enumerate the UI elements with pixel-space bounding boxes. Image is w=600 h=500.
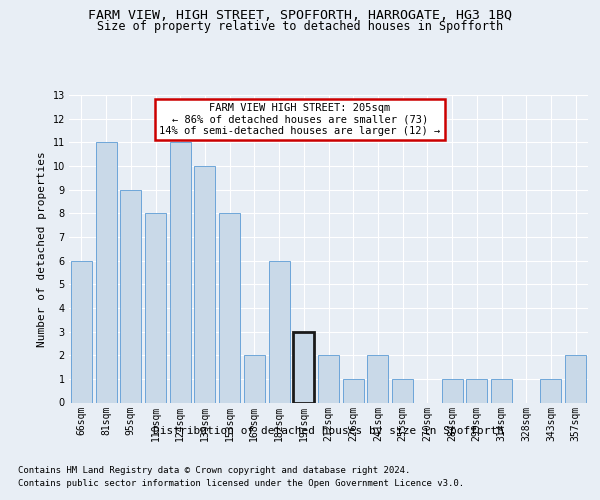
- Bar: [442, 379, 463, 402]
- Text: Size of property relative to detached houses in Spofforth: Size of property relative to detached ho…: [97, 20, 503, 33]
- Text: FARM VIEW HIGH STREET: 205sqm
← 86% of detached houses are smaller (73)
14% of s: FARM VIEW HIGH STREET: 205sqm ← 86% of d…: [160, 102, 440, 136]
- Bar: [466, 379, 487, 402]
- Bar: [194, 166, 215, 402]
- Bar: [244, 355, 265, 403]
- Bar: [170, 142, 191, 402]
- Text: Distribution of detached houses by size in Spofforth: Distribution of detached houses by size …: [154, 426, 504, 436]
- Bar: [71, 260, 92, 402]
- Bar: [293, 332, 314, 402]
- Bar: [269, 260, 290, 402]
- Bar: [95, 142, 116, 402]
- Bar: [343, 379, 364, 402]
- Text: FARM VIEW, HIGH STREET, SPOFFORTH, HARROGATE, HG3 1BQ: FARM VIEW, HIGH STREET, SPOFFORTH, HARRO…: [88, 9, 512, 22]
- Bar: [145, 214, 166, 402]
- Bar: [120, 190, 141, 402]
- Text: Contains HM Land Registry data © Crown copyright and database right 2024.: Contains HM Land Registry data © Crown c…: [18, 466, 410, 475]
- Bar: [565, 355, 586, 403]
- Bar: [491, 379, 512, 402]
- Bar: [219, 214, 240, 402]
- Bar: [367, 355, 388, 403]
- Bar: [318, 355, 339, 403]
- Text: Contains public sector information licensed under the Open Government Licence v3: Contains public sector information licen…: [18, 479, 464, 488]
- Y-axis label: Number of detached properties: Number of detached properties: [37, 151, 47, 346]
- Bar: [392, 379, 413, 402]
- Bar: [541, 379, 562, 402]
